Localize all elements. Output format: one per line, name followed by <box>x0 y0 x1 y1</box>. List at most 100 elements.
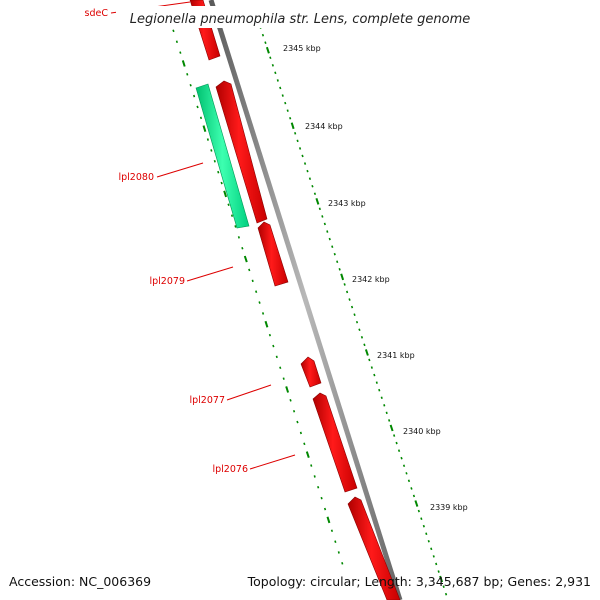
minor-tick <box>417 509 420 513</box>
map-title: Legionella pneumophila str. Lens, comple… <box>130 12 471 27</box>
minor-tick <box>321 215 324 218</box>
accession-text: Accession: NC_006369 <box>9 574 152 589</box>
minor-tick <box>442 585 445 588</box>
minor-tick <box>199 116 203 120</box>
minor-tick <box>308 177 312 180</box>
minor-tick <box>298 147 302 150</box>
minor-tick <box>261 312 265 315</box>
minor-tick <box>420 517 423 520</box>
scale-label: 2345 kbp <box>283 44 321 53</box>
minor-tick <box>230 214 234 217</box>
minor-tick <box>189 83 192 87</box>
minor-tick <box>435 562 438 566</box>
minor-tick <box>193 94 196 98</box>
minor-tick <box>317 485 320 489</box>
minor-tick <box>385 411 388 415</box>
major-tick <box>181 60 186 67</box>
minor-tick <box>237 236 240 239</box>
minor-tick <box>353 313 356 316</box>
minor-tick <box>355 320 359 324</box>
major-tick <box>202 125 207 132</box>
cds-reverse[interactable] <box>195 83 250 229</box>
minor-tick <box>282 377 285 380</box>
minor-tick <box>179 51 182 54</box>
minor-tick <box>255 290 258 293</box>
minor-tick <box>395 441 398 445</box>
minor-tick <box>337 551 340 554</box>
scale-label: 2343 kbp <box>328 199 366 208</box>
forward-cds-track <box>189 0 401 600</box>
minor-tick <box>397 449 401 452</box>
minor-tick <box>328 237 331 241</box>
minor-tick <box>296 139 299 143</box>
scale-label: 2341 kbp <box>377 351 415 360</box>
minor-tick <box>279 86 282 90</box>
minor-tick <box>323 222 326 226</box>
minor-tick <box>271 64 274 67</box>
minor-tick <box>279 366 282 370</box>
gene-label-lpl2080[interactable]: lpl2080 <box>119 172 155 183</box>
minor-tick <box>217 170 220 174</box>
major-tick <box>285 386 290 393</box>
major-tick <box>340 273 345 281</box>
minor-tick <box>175 40 178 44</box>
major-tick <box>414 500 419 507</box>
minor-tick <box>407 479 411 483</box>
minor-tick <box>206 138 209 141</box>
minor-tick <box>292 409 296 413</box>
gene-label-lpl2077[interactable]: lpl2077 <box>190 395 226 406</box>
cds-lpl2077[interactable] <box>312 392 358 493</box>
minor-tick <box>210 149 213 152</box>
minor-tick <box>301 154 304 158</box>
minor-tick <box>220 181 223 185</box>
cds-lpl2080[interactable] <box>215 80 268 224</box>
minor-tick <box>405 472 408 475</box>
minor-tick <box>311 184 314 188</box>
minor-tick <box>286 109 289 112</box>
major-tick <box>364 349 369 356</box>
minor-tick <box>422 524 425 528</box>
minor-tick <box>373 373 376 377</box>
minor-tick <box>400 456 403 460</box>
minor-tick <box>213 159 216 163</box>
cds-lpl2079[interactable] <box>257 221 289 287</box>
minor-tick <box>333 252 336 256</box>
scale-label: 2340 kbp <box>403 427 441 436</box>
inner-tick-ring <box>168 18 344 565</box>
minor-tick <box>299 431 302 435</box>
minor-tick <box>261 33 265 37</box>
gene-label-sdeC[interactable]: sdeC <box>85 8 109 19</box>
cds-lpl2076[interactable] <box>347 496 401 600</box>
minor-tick <box>427 539 430 543</box>
minor-tick <box>425 532 428 536</box>
scale-labels: 2345 kbp 2344 kbp 2343 kbp 2342 kbp 2341… <box>283 44 468 512</box>
major-tick <box>315 197 320 205</box>
minor-tick <box>186 73 189 76</box>
minor-tick <box>284 101 287 105</box>
minor-tick <box>380 396 383 400</box>
scale-tick-ring <box>256 18 448 596</box>
minor-tick <box>326 230 329 233</box>
minor-tick <box>227 203 230 207</box>
minor-tick <box>318 207 321 211</box>
minor-tick <box>330 529 334 533</box>
minor-tick <box>251 279 254 283</box>
minor-tick <box>281 94 284 97</box>
minor-tick <box>360 336 364 339</box>
minor-tick <box>437 570 440 573</box>
minor-tick <box>331 245 334 248</box>
minor-tick <box>172 29 175 33</box>
minor-tick <box>350 305 354 309</box>
minor-tick <box>313 192 317 196</box>
major-tick <box>439 575 444 583</box>
minor-tick <box>393 434 396 437</box>
minor-tick <box>430 547 433 551</box>
gene-label-lpl2079[interactable]: lpl2079 <box>150 276 186 287</box>
minor-tick <box>310 464 313 467</box>
cds-lpl2078[interactable] <box>300 356 322 388</box>
gene-labels: sdeC lpl2080 lpl2079 lpl2077 lpl2076 <box>85 8 248 475</box>
genome-summary-text: Topology: circular; Length: 3,345,687 bp… <box>247 574 591 589</box>
minor-tick <box>258 301 261 304</box>
gene-label-lpl2076[interactable]: lpl2076 <box>213 464 249 475</box>
